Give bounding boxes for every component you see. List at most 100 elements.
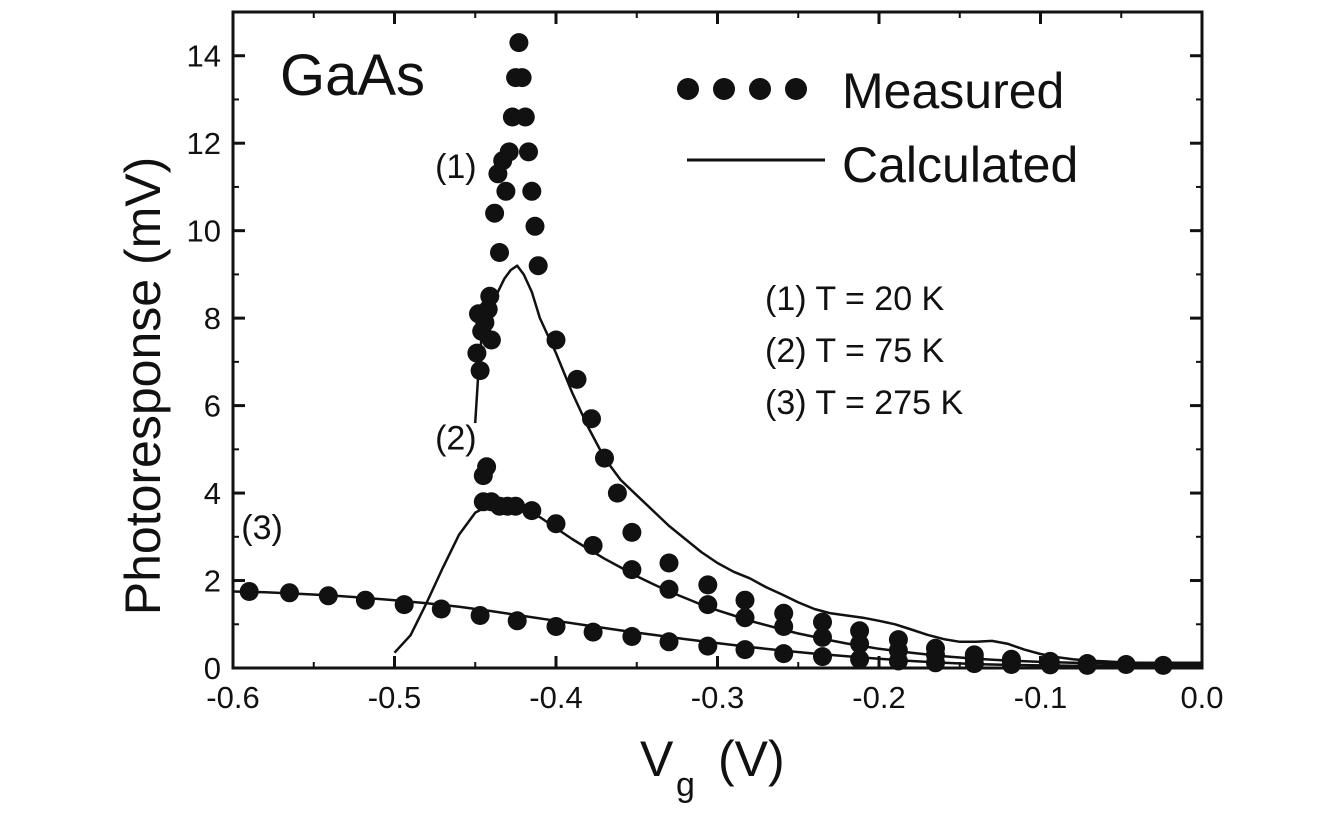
y-tick-label: 8 <box>204 301 221 336</box>
legend-measured-dot <box>785 78 807 100</box>
measured-point-2 <box>522 501 542 521</box>
measured-point-1 <box>522 181 542 201</box>
measured-point-1 <box>622 522 642 542</box>
legend-measured-dot <box>677 78 699 100</box>
x-axis-label: V g (V) <box>640 731 785 804</box>
y-tick-label: 14 <box>187 39 221 74</box>
legend-measured-dot <box>713 78 735 100</box>
measured-point-1 <box>499 142 519 162</box>
curve-label-1: (1) <box>435 148 477 186</box>
measured-point-3 <box>659 632 679 652</box>
measured-point-3 <box>280 583 299 603</box>
measured-point-1 <box>477 457 497 477</box>
measured-point-2 <box>506 496 526 516</box>
legend-measured-dot <box>749 78 771 100</box>
measured-point-2 <box>622 560 642 580</box>
measured-point-2 <box>774 617 794 636</box>
measured-point-3 <box>355 590 375 610</box>
x-tick-label: -0.6 <box>206 680 259 715</box>
measured-point-3 <box>507 611 527 631</box>
x-tick-label: -0.5 <box>368 680 421 715</box>
plot-layer <box>232 33 1202 675</box>
measured-point-1 <box>485 203 505 223</box>
measured-point-1 <box>480 286 500 306</box>
measured-point-1 <box>496 181 516 201</box>
condition-2: (2) T = 75 K <box>765 332 945 370</box>
legend-measured-label: Measured <box>842 63 1064 119</box>
x-axis-label-subscript: g <box>676 766 695 804</box>
legend: Measured Calculated <box>677 63 1078 193</box>
temperature-conditions: (1) T = 20 K (2) T = 75 K (3) T = 275 K <box>765 280 963 422</box>
measured-point-2 <box>850 634 870 654</box>
measured-point-1 <box>512 68 532 88</box>
measured-point-1 <box>774 603 794 623</box>
x-axis-label-main: V <box>640 731 674 787</box>
measured-point-3 <box>698 636 718 656</box>
measured-point-1 <box>698 575 718 595</box>
y-tick-label: 0 <box>204 651 221 686</box>
condition-3: (3) T = 275 K <box>765 384 963 422</box>
measured-point-3 <box>1077 655 1097 675</box>
measured-point-2 <box>583 536 603 555</box>
measured-point-1 <box>481 330 501 350</box>
x-tick-label: -0.4 <box>529 680 582 715</box>
y-tick-label: 4 <box>204 476 221 511</box>
measured-point-3 <box>431 599 451 619</box>
measured-point-1 <box>659 553 679 573</box>
y-tick-label: 12 <box>187 126 221 161</box>
measured-point-3 <box>318 586 338 606</box>
measured-point-1 <box>582 409 601 429</box>
measured-point-1 <box>470 361 490 381</box>
measured-point-3 <box>239 582 259 601</box>
curve-annotations: (1) (2) (3) <box>241 148 476 547</box>
measured-point-3 <box>394 595 414 615</box>
calculated-curve-1 <box>473 264 1202 665</box>
axis-ticks: -0.6 -0.5 -0.4 -0.3 -0.2 -0.1 0.0 0 2 4 6 8 10 12 14 <box>187 12 1224 715</box>
measured-point-2 <box>546 514 566 534</box>
measured-point-3 <box>813 647 832 667</box>
measured-point-3 <box>546 617 566 636</box>
measured-point-1 <box>515 107 535 127</box>
measured-point-2 <box>813 627 832 647</box>
measured-point-3 <box>583 622 603 642</box>
measured-point-2 <box>735 608 755 628</box>
measured-point-3 <box>888 651 908 671</box>
measured-point-2 <box>659 579 679 599</box>
curve-label-2: (2) <box>435 419 477 457</box>
measured-point-3 <box>470 606 490 625</box>
measured-point-1 <box>546 330 566 350</box>
measured-point-1 <box>595 448 614 468</box>
measured-point-1 <box>467 343 487 363</box>
condition-1: (1) T = 20 K <box>765 280 945 318</box>
x-tick-label: -0.1 <box>1014 680 1067 715</box>
measured-point-3 <box>964 654 984 674</box>
legend-calculated-label: Calculated <box>842 137 1078 193</box>
legend-measured-marker <box>677 78 807 100</box>
x-tick-label: -0.2 <box>852 680 905 715</box>
measured-point-1 <box>607 483 627 503</box>
measured-point-1 <box>567 369 587 389</box>
measured-point-1 <box>528 256 548 276</box>
measured-point-1 <box>813 612 832 632</box>
calculated-curve-2 <box>393 502 1202 665</box>
x-tick-label: 0.0 <box>1180 680 1223 715</box>
curve-label-3: (3) <box>241 509 283 547</box>
measured-point-1 <box>490 243 509 262</box>
y-tick-label: 6 <box>204 389 221 424</box>
measured-point-3 <box>850 649 870 669</box>
measured-point-3 <box>1040 655 1060 675</box>
measured-point-2 <box>698 595 718 615</box>
measured-point-1 <box>735 590 755 610</box>
measured-point-1 <box>525 216 545 236</box>
x-axis-label-unit: (V) <box>718 731 785 787</box>
measured-point-3 <box>1001 655 1021 674</box>
y-tick-label: 10 <box>187 214 221 249</box>
measured-point-1 <box>519 142 538 162</box>
x-tick-label: -0.3 <box>691 680 744 715</box>
measured-point-3 <box>622 627 642 646</box>
series-2 <box>393 492 1202 674</box>
y-axis-label: Photoresponse (mV) <box>115 157 171 616</box>
measured-point-3 <box>735 640 755 660</box>
